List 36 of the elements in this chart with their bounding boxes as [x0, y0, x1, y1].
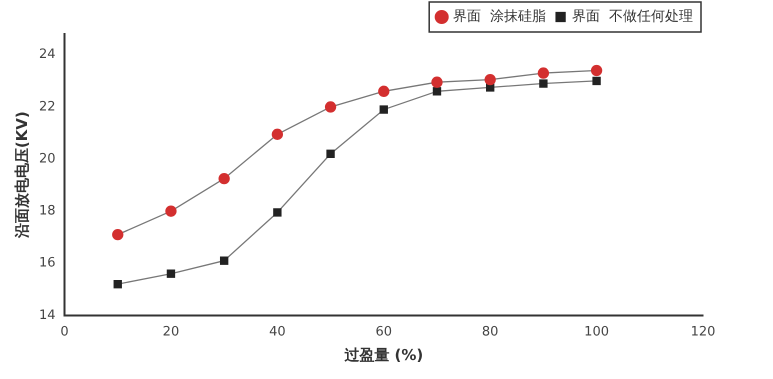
legend-label: 界面 涂抹硅脂: [453, 8, 546, 25]
y-tick-label: 22: [38, 99, 56, 114]
y-axis-title: 沿面放电电压(KV): [12, 111, 31, 240]
x-tick-label: 0: [60, 324, 69, 340]
point: [112, 228, 124, 240]
point: [432, 87, 442, 96]
point: [220, 256, 228, 265]
y-tick-label: 24: [38, 47, 56, 62]
point: [165, 206, 177, 217]
point: [218, 172, 230, 184]
point: [590, 64, 602, 76]
point: [538, 67, 550, 79]
x-tick-label: 60: [376, 324, 392, 340]
x-tick-label: 100: [584, 324, 610, 340]
point: [114, 280, 122, 288]
legend-label: 界面 不做任何处理: [572, 8, 694, 25]
y-tick-label: 14: [38, 308, 56, 323]
y-tick-label: 16: [38, 256, 56, 271]
x-tick-label: 120: [690, 324, 716, 340]
point: [326, 150, 335, 158]
x-tick-label: 20: [162, 324, 180, 340]
x-tick-label: 80: [482, 324, 498, 340]
point: [166, 270, 176, 278]
y-tick-label: 20: [38, 151, 56, 166]
x-axis-title: 过盈量 (%): [343, 346, 424, 364]
point: [378, 86, 390, 97]
point: [539, 79, 548, 88]
point: [324, 101, 336, 113]
point: [273, 208, 282, 217]
point: [431, 76, 443, 88]
point: [272, 128, 284, 140]
x-tick-label: 40: [269, 324, 286, 340]
point: [380, 105, 388, 114]
y-tick-label: 18: [38, 204, 56, 219]
point: [484, 74, 496, 86]
point: [592, 76, 601, 86]
